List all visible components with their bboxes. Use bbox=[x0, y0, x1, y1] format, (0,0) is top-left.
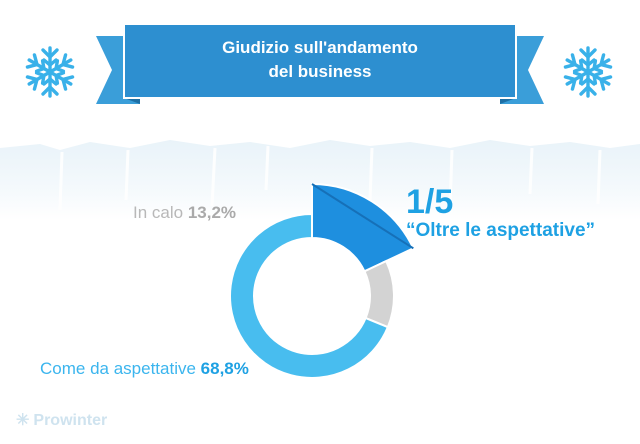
brand-logo: ✳ Prowinter bbox=[16, 410, 107, 430]
label-expect-text: Come da aspettative bbox=[40, 359, 196, 378]
label-come-da-aspettative: Come da aspettative 68,8% bbox=[40, 359, 249, 379]
slice-highlight-outline bbox=[311, 183, 414, 250]
label-oltre-le-aspettative: “Oltre le aspettative” bbox=[406, 220, 596, 241]
title-line-1: Giudizio sull'andamento bbox=[222, 38, 418, 57]
slice-oltre-le-aspettative bbox=[311, 182, 415, 273]
label-in-calo-text: In calo bbox=[133, 203, 184, 222]
label-in-calo-value: 13,2% bbox=[187, 203, 237, 222]
ice-background bbox=[0, 140, 640, 220]
label-fraction: 1/5 bbox=[406, 183, 454, 221]
snowflake-icon: ✳ bbox=[16, 412, 30, 429]
snowflake-icon bbox=[24, 46, 76, 98]
brand-name: Prowinter bbox=[33, 412, 108, 429]
label-expect-value: 68,8% bbox=[200, 359, 249, 378]
title-banner bbox=[96, 23, 544, 104]
label-in-calo: In calo 13,2% bbox=[133, 203, 236, 223]
slice-in-calo bbox=[363, 259, 395, 329]
title-line-2: del business bbox=[268, 62, 372, 81]
snowflake-icon bbox=[562, 46, 614, 98]
slice-come-da-aspettative bbox=[229, 212, 390, 379]
page-title: Giudizio sull'andamento del business bbox=[130, 36, 510, 84]
